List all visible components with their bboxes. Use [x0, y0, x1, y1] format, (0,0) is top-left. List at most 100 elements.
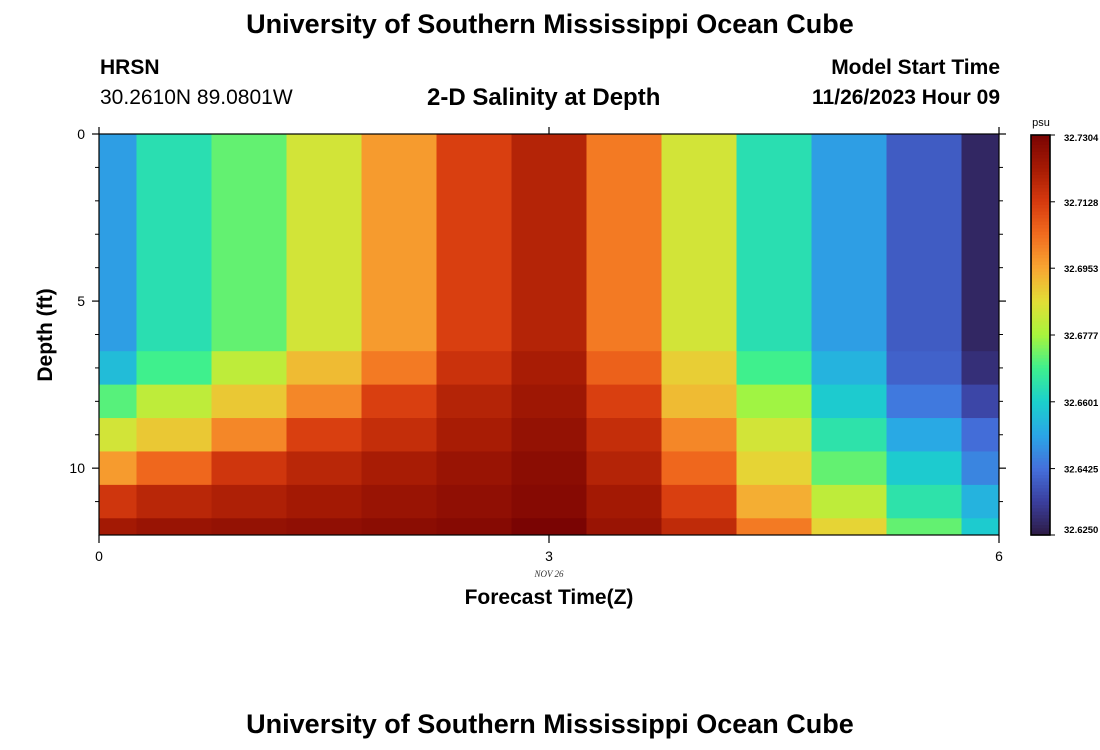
x-tick-label: 0	[95, 548, 103, 564]
colorbar-segment	[1031, 258, 1050, 263]
heatmap-cell	[736, 451, 812, 486]
colorbar-segment	[1031, 171, 1050, 176]
colorbar-segment	[1031, 358, 1050, 363]
colorbar-segment	[1031, 301, 1050, 306]
heatmap-cell	[136, 134, 212, 352]
heatmap-cell	[436, 451, 512, 486]
colorbar-segment	[1031, 385, 1050, 389]
colorbar-segment	[1031, 398, 1050, 403]
heatmap-cell	[511, 134, 587, 352]
heatmap-cell	[586, 451, 662, 486]
heatmap-cell	[286, 451, 362, 486]
heatmap-cell	[961, 518, 1000, 536]
colorbar-segment	[1031, 478, 1050, 483]
heatmap-cell	[136, 351, 212, 386]
heatmap-cell	[886, 451, 962, 486]
colorbar-segment	[1031, 275, 1050, 279]
colorbar-tick-label: 32.6777	[1064, 331, 1098, 342]
heatmap-cell	[961, 418, 1000, 452]
colorbar-segment	[1031, 148, 1050, 153]
y-tick-label: 5	[77, 293, 85, 309]
colorbar-segment	[1031, 408, 1050, 413]
colorbar-segment	[1031, 178, 1050, 183]
colorbar-segment	[1031, 378, 1050, 383]
heatmap-cell	[361, 484, 437, 519]
colorbar-segment	[1031, 375, 1050, 379]
colorbar-segment	[1031, 351, 1050, 356]
heatmap-cell	[99, 484, 137, 519]
heatmap-cells	[99, 134, 1000, 536]
heatmap-cell	[961, 451, 1000, 486]
colorbar-segment	[1031, 515, 1050, 519]
colorbar-segment	[1031, 308, 1050, 313]
colorbar-segment	[1031, 505, 1050, 509]
y-tick-label: 0	[77, 126, 85, 142]
model-start-label: Model Start Time	[831, 56, 1000, 79]
heatmap-cell	[736, 384, 812, 419]
colorbar-segment	[1031, 231, 1050, 236]
heatmap-cell	[736, 134, 812, 352]
heatmap-cell	[736, 484, 812, 519]
heatmap-cell	[361, 134, 437, 352]
heatmap-cell	[286, 134, 362, 352]
heatmap-cell	[886, 418, 962, 452]
heatmap-cell	[361, 351, 437, 386]
station-coordinates: 30.2610N 89.0801W	[100, 86, 293, 109]
colorbar-segment	[1031, 228, 1050, 233]
date-annotation: NOV 26	[533, 569, 564, 579]
heatmap-cell	[736, 518, 812, 536]
heatmap-cell	[661, 134, 737, 352]
heatmap-cell	[211, 484, 287, 519]
colorbar-segment	[1031, 248, 1050, 253]
colorbar-segment	[1031, 371, 1050, 376]
heatmap-cell	[436, 134, 512, 352]
heatmap-cell	[99, 384, 137, 419]
colorbar-segment	[1031, 405, 1050, 409]
heatmap-cell	[511, 384, 587, 419]
colorbar-segment	[1031, 298, 1050, 303]
colorbar-segment	[1031, 495, 1050, 499]
colorbar-segment	[1031, 465, 1050, 469]
heatmap-cell	[436, 351, 512, 386]
heatmap-cell	[361, 418, 437, 452]
heatmap-cell	[361, 451, 437, 486]
heatmap-cell	[211, 418, 287, 452]
footer-title: University of Southern Mississippi Ocean…	[246, 709, 854, 739]
colorbar-segment	[1031, 268, 1050, 273]
colorbar-segment	[1031, 215, 1050, 219]
colorbar-segment	[1031, 165, 1050, 169]
colorbar-segment	[1031, 225, 1050, 229]
colorbar-segment	[1031, 278, 1050, 283]
colorbar-segment	[1031, 488, 1050, 493]
colorbar-segment	[1031, 531, 1050, 536]
colorbar-segment	[1031, 261, 1050, 266]
colorbar-segment	[1031, 135, 1050, 139]
heatmap-cell	[211, 451, 287, 486]
heatmap-cell	[661, 384, 737, 419]
colorbar-segment	[1031, 205, 1050, 209]
colorbar-segment	[1031, 251, 1050, 256]
colorbar-segment	[1031, 391, 1050, 396]
heatmap-cell	[99, 451, 137, 486]
heatmap-cell	[661, 484, 737, 519]
colorbar-segment	[1031, 181, 1050, 186]
heatmap-cell	[286, 484, 362, 519]
colorbar-segment	[1031, 348, 1050, 353]
heatmap-cell	[361, 384, 437, 419]
x-tick-label: 6	[995, 548, 1003, 564]
heatmap-cell	[99, 518, 137, 536]
colorbar-segment	[1031, 141, 1050, 146]
colorbar: 32.6250 32.6425 32.6601 32.6777 32.6953 32.71…	[1030, 133, 1099, 536]
colorbar-segment	[1031, 435, 1050, 439]
heatmap-cell	[211, 384, 287, 419]
heatmap-cell	[511, 451, 587, 486]
heatmap-cell	[436, 484, 512, 519]
colorbar-segment	[1031, 481, 1050, 486]
colorbar-segment	[1031, 145, 1050, 149]
colorbar-segment	[1031, 418, 1050, 423]
heatmap-cell	[736, 418, 812, 452]
heatmap-cell	[886, 351, 962, 386]
colorbar-segment	[1031, 321, 1050, 326]
colorbar-tick-label: 32.6250	[1064, 525, 1098, 536]
